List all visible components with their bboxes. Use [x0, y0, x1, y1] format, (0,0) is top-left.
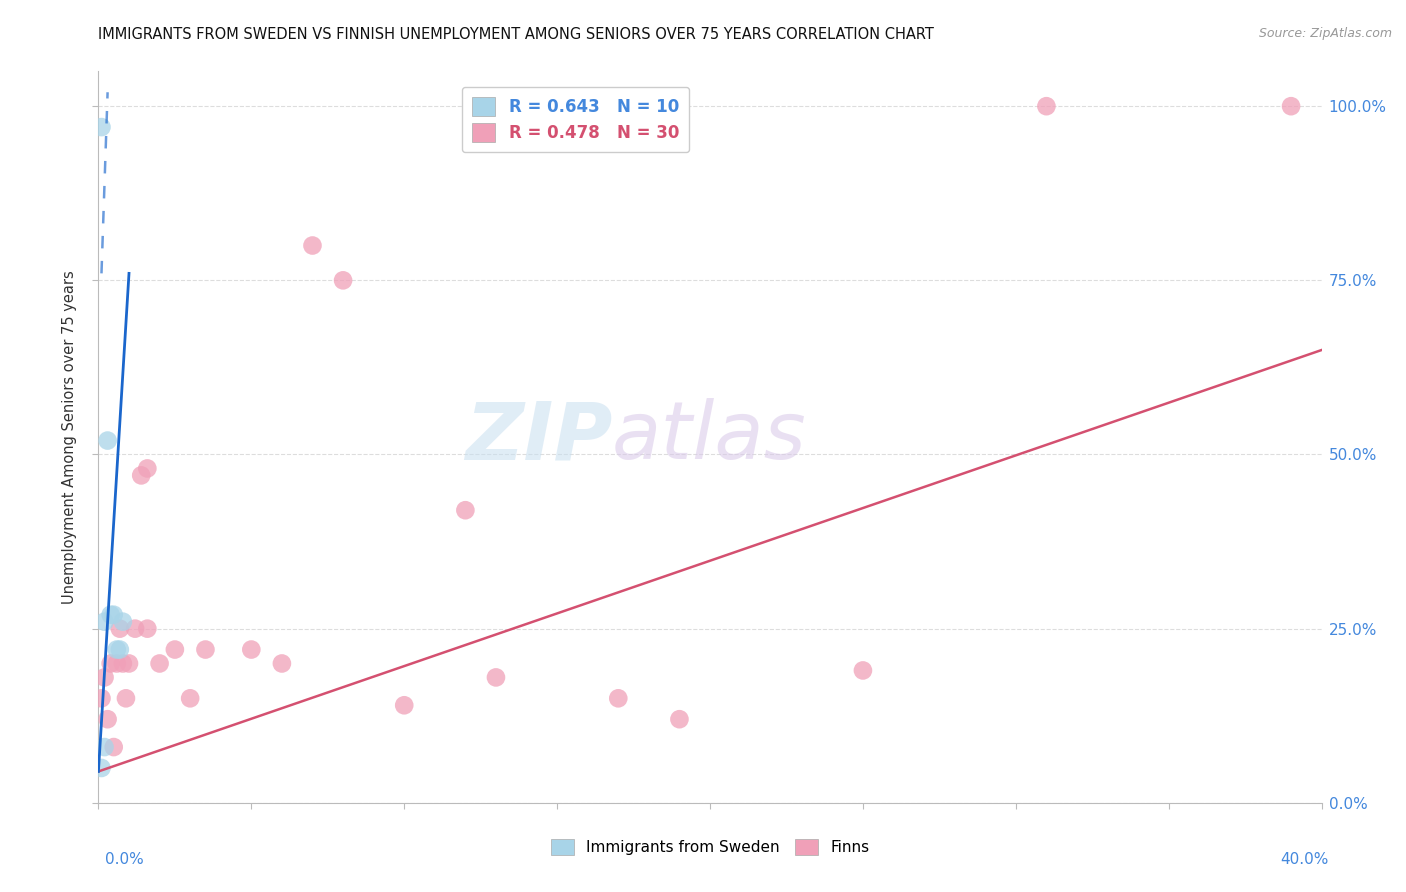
Point [103, 740, 125, 755]
Text: IMMIGRANTS FROM SWEDEN VS FINNISH UNEMPLOYMENT AMONG SENIORS OVER 75 YEARS CORRE: IMMIGRANTS FROM SWEDEN VS FINNISH UNEMPL… [98, 27, 935, 42]
Point [115, 691, 138, 706]
Point [111, 615, 134, 629]
Text: 40.0%: 40.0% [1281, 852, 1329, 867]
Text: atlas: atlas [612, 398, 807, 476]
Point [100, 657, 122, 671]
Point [454, 503, 477, 517]
Point [301, 238, 323, 252]
Y-axis label: Unemployment Among Seniors over 75 years: Unemployment Among Seniors over 75 years [62, 270, 77, 604]
Point [97, 434, 120, 448]
Point [240, 642, 263, 657]
Point [108, 642, 131, 657]
Point [149, 657, 172, 671]
Point [136, 622, 159, 636]
Point [103, 607, 125, 622]
Point [93, 615, 115, 629]
Point [485, 670, 508, 684]
Point [118, 657, 141, 671]
Point [108, 622, 131, 636]
Point [607, 691, 630, 706]
Point [90, 691, 112, 706]
Point [668, 712, 690, 726]
Point [105, 642, 128, 657]
Point [124, 622, 146, 636]
Point [100, 607, 122, 622]
Point [105, 657, 128, 671]
Point [332, 273, 354, 287]
Text: Source: ZipAtlas.com: Source: ZipAtlas.com [1258, 27, 1392, 40]
Point [163, 642, 186, 657]
Text: ZIP: ZIP [465, 398, 612, 476]
Point [90, 120, 112, 134]
Point [111, 657, 134, 671]
Point [90, 761, 112, 775]
Point [136, 461, 159, 475]
Point [93, 740, 115, 755]
Point [93, 670, 115, 684]
Point [270, 657, 292, 671]
Point [194, 642, 217, 657]
Point [97, 712, 120, 726]
Point [179, 691, 201, 706]
Point [852, 664, 875, 678]
Text: 0.0%: 0.0% [105, 852, 145, 867]
Point [1279, 99, 1302, 113]
Point [129, 468, 152, 483]
Point [392, 698, 416, 713]
Point [1035, 99, 1057, 113]
Legend: Immigrants from Sweden, Finns: Immigrants from Sweden, Finns [544, 833, 876, 861]
